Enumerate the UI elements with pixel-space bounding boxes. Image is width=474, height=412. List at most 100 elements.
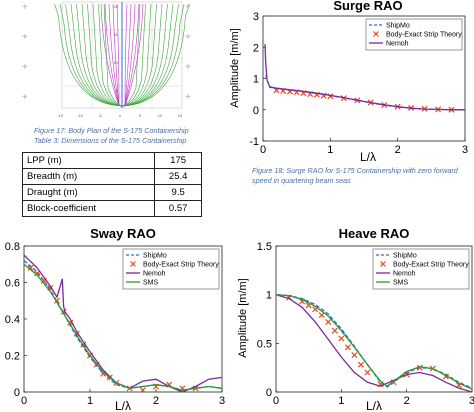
hull-waterline bbox=[124, 3, 128, 107]
surge-legend-nemoh: Nemoh bbox=[386, 41, 409, 48]
surge-rao-chart: Surge RAO Amplitude [m/m] L/λ 0 1 2 3-10123… bbox=[229, 0, 468, 164]
surge-y-tick-label: 0 bbox=[253, 105, 259, 117]
dimension-value: 25.4 bbox=[154, 168, 202, 185]
dimensions-row: Block-coefficient 0.57 bbox=[21, 200, 202, 217]
table-3-caption: Table 3: Dimensions of the S-175 Contain… bbox=[34, 136, 187, 145]
sway-y-tick-label: 0 bbox=[14, 387, 20, 399]
heave-series-group bbox=[276, 294, 472, 392]
dimension-label: Block-coefficient bbox=[21, 200, 156, 217]
heave-x-tick-label: 0 bbox=[273, 395, 279, 407]
surge-y-tick-label: 2 bbox=[253, 42, 259, 54]
heave-plot-area: 0 1 2 3 0 0.5 1 1.5 ShipMo Body-Exact Strip Theor… bbox=[257, 241, 474, 407]
dimensions-row: LPP (m) 175 bbox=[21, 152, 202, 169]
sway-nemoh-line bbox=[24, 254, 222, 392]
figure-18-caption-line1: Figure 18: Surge RAO for S-175 Container… bbox=[252, 166, 458, 175]
sway-body-exact-strip-theory-point bbox=[34, 270, 41, 277]
sway-y-tick-label: 0.4 bbox=[5, 314, 20, 326]
sway-legend-swatch bbox=[130, 261, 136, 267]
body-plan-x-tick: -5 bbox=[98, 113, 102, 118]
surge-legend-swatch bbox=[373, 31, 379, 37]
heave-y-tick-label: 1 bbox=[266, 290, 272, 302]
body-plan-y-tick: 15 bbox=[114, 32, 119, 37]
surge-y-axis-label: Amplitude [m/m] bbox=[229, 28, 241, 107]
heave-body-exact-strip-theory-point bbox=[318, 312, 325, 319]
sway-chart-title: Sway RAO bbox=[90, 226, 156, 241]
dimension-label: Draught (m) bbox=[21, 184, 156, 201]
sway-body-exact-strip-theory-point bbox=[27, 264, 34, 271]
surge-y-tick-label: 3 bbox=[253, 11, 259, 23]
hull-waterline bbox=[112, 3, 120, 107]
svg-text:+: + bbox=[22, 92, 28, 103]
sway-legend-shipmo: ShipMo bbox=[143, 253, 167, 260]
sway-legend-nemoh: Nemoh bbox=[143, 271, 166, 278]
heave-legend-sms: SMS bbox=[393, 280, 409, 287]
sway-legend-sms: SMS bbox=[143, 280, 159, 287]
body-plan-x-tick: 10 bbox=[158, 113, 163, 118]
surge-x-tick-label: 0 bbox=[260, 144, 266, 156]
sway-y-tick-label: 0.2 bbox=[5, 351, 20, 363]
sway-legend-body-exact-strip-theory: Body-Exact Strip Theory bbox=[143, 262, 219, 269]
surge-x-tick-label: 1 bbox=[327, 144, 333, 156]
sway-sms-line bbox=[24, 263, 222, 391]
dimension-value: 175 bbox=[154, 152, 202, 169]
body-plan-y-ticks: 20 15 10 5 bbox=[114, 4, 119, 93]
heave-body-exact-strip-theory-point bbox=[351, 351, 358, 359]
hull-station-line bbox=[65, 3, 123, 107]
body-plan-figure: + + + + + + + + -15 -10 -5 0 5 10 15 20 15 10 5 bbox=[22, 1, 191, 118]
body-plan-x-ticks: -15 -10 -5 0 5 10 15 bbox=[57, 113, 183, 118]
heave-legend-swatch bbox=[380, 261, 386, 267]
sway-x-tick-label: 0 bbox=[21, 395, 27, 407]
surge-legend-body-exact-strip-theory: Body-Exact Strip Theory bbox=[386, 32, 462, 39]
surge-x-tick-label: 3 bbox=[462, 144, 468, 156]
hull-station-line bbox=[54, 3, 123, 107]
heave-rao-chart: Heave RAO Amplitude [m/m] L/λ 0 1 2 3 0 0.5 1 1… bbox=[237, 226, 474, 412]
heave-body-exact-strip-theory-point bbox=[357, 361, 364, 368]
hull-station-line bbox=[121, 3, 179, 107]
svg-text:+: + bbox=[185, 62, 191, 73]
body-plan-y-tick: 5 bbox=[116, 88, 119, 93]
body-plan-x-tick: 15 bbox=[178, 113, 183, 118]
dimension-label: Breadth (m) bbox=[21, 168, 156, 185]
body-plan-y-tick: 10 bbox=[114, 60, 119, 65]
heave-sms-line bbox=[276, 294, 472, 390]
sway-x-tick-label: 1 bbox=[87, 395, 93, 407]
heave-x-tick-label: 3 bbox=[469, 395, 474, 407]
svg-text:+: + bbox=[185, 92, 191, 103]
surge-x-tick-label: 2 bbox=[395, 144, 401, 156]
sway-series-group bbox=[24, 254, 222, 392]
svg-text:+: + bbox=[22, 2, 28, 13]
surge-nemoh-line bbox=[264, 44, 465, 111]
hull-station-line bbox=[121, 3, 185, 107]
dimension-value: 0.57 bbox=[154, 200, 202, 217]
body-plan-hull-lines bbox=[54, 3, 190, 107]
sway-body-exact-strip-theory-point bbox=[139, 387, 146, 392]
heave-body-exact-strip-theory-point bbox=[416, 364, 423, 371]
dimensions-row: Breadth (m) 25.4 bbox=[21, 168, 202, 185]
dimension-value: 9.5 bbox=[154, 184, 202, 201]
body-plan-x-tick: -15 bbox=[57, 113, 64, 118]
body-plan-y-tick: 20 bbox=[114, 4, 119, 9]
hull-waterline bbox=[108, 3, 120, 107]
heave-x-tick-label: 1 bbox=[338, 395, 344, 407]
surge-series-group bbox=[264, 44, 465, 113]
dimensions-row: Draught (m) 9.5 bbox=[21, 184, 202, 201]
svg-text:+: + bbox=[22, 32, 28, 43]
body-plan-x-tick: -10 bbox=[77, 113, 84, 118]
hull-waterline bbox=[116, 3, 120, 107]
dimension-label: LPP (m) bbox=[21, 152, 156, 169]
body-plan-plus-markers: + + + + + + + + bbox=[22, 2, 191, 103]
sway-x-tick-label: 2 bbox=[153, 395, 159, 407]
heave-y-axis-label: Amplitude [m/m] bbox=[237, 278, 249, 357]
heave-x-tick-label: 2 bbox=[404, 395, 410, 407]
heave-body-exact-strip-theory-point bbox=[331, 327, 338, 334]
surge-chart-title: Surge RAO bbox=[333, 0, 402, 13]
surge-y-tick-label: 1 bbox=[253, 74, 259, 86]
heave-legend-body-exact-strip-theory: Body-Exact Strip Theory bbox=[393, 262, 469, 269]
heave-body-exact-strip-theory-point bbox=[344, 344, 351, 351]
figure-17-caption: Figure 17: Body Plan of the S-175 Contai… bbox=[34, 126, 189, 135]
heave-legend-nemoh: Nemoh bbox=[393, 271, 416, 278]
heave-y-tick-label: 0.5 bbox=[257, 338, 272, 350]
hull-waterline bbox=[124, 3, 132, 107]
sway-rao-chart: Sway RAO L/λ 0 1 2 3 0 0.2 0.4 0.6 0.8 ShipMo Body… bbox=[5, 226, 225, 412]
